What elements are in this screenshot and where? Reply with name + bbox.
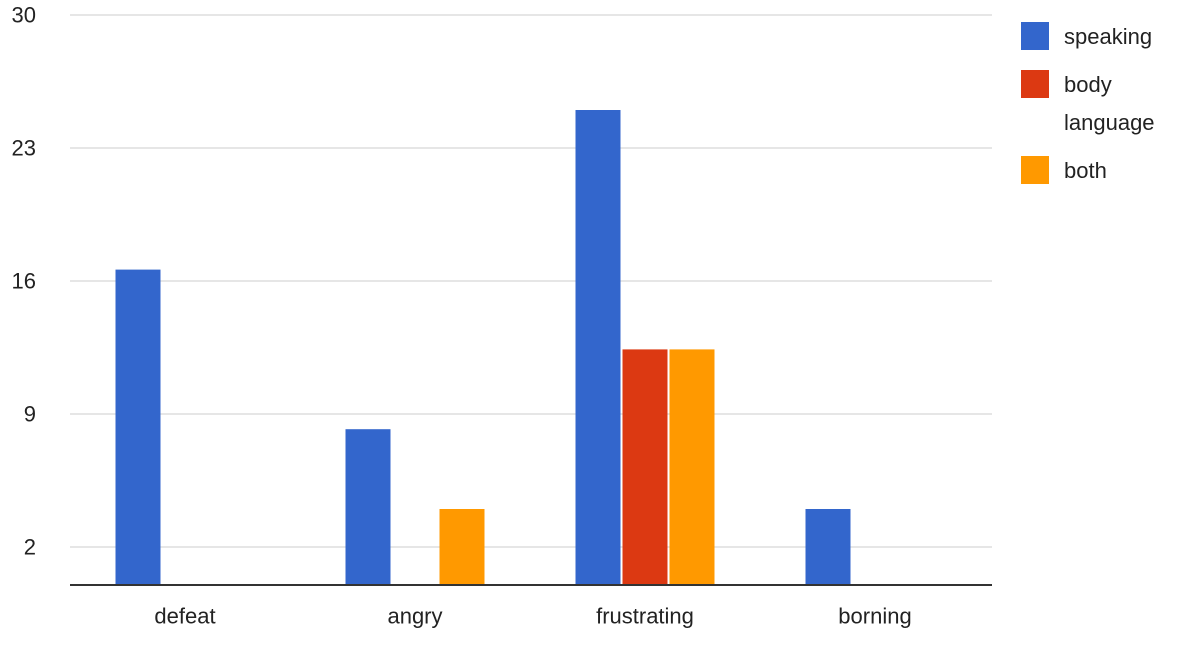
bar-borning-0 [805, 509, 851, 585]
y-tick-label-1: 9 [24, 402, 36, 427]
bars [115, 110, 851, 585]
legend: speaking body language both [1021, 22, 1155, 184]
legend-label-1: body language [1064, 72, 1155, 135]
bar-defeat-0 [115, 269, 161, 585]
x-axis-labels: defeat angry frustrating borning [154, 604, 911, 629]
bar-frustrating-1 [622, 349, 668, 585]
y-tick-label-2: 16 [12, 269, 36, 294]
y-tick-label-4: 30 [12, 3, 36, 28]
x-tick-label-1: angry [387, 604, 442, 629]
legend-item-0: speaking [1021, 22, 1152, 50]
x-tick-label-2: frustrating [596, 604, 694, 629]
legend-swatch-2 [1021, 156, 1049, 184]
y-tick-label-0: 2 [24, 535, 36, 560]
x-tick-label-3: borning [838, 604, 911, 629]
x-tick-label-0: defeat [154, 604, 215, 629]
legend-item-1: body language [1021, 70, 1155, 135]
legend-label-0: speaking [1064, 24, 1152, 49]
legend-item-2: both [1021, 156, 1107, 184]
legend-swatch-1 [1021, 70, 1049, 98]
legend-swatch-0 [1021, 22, 1049, 50]
gridlines [70, 14, 992, 548]
bar-frustrating-2 [669, 349, 715, 585]
bar-angry-0 [345, 429, 391, 585]
legend-label-2: both [1064, 158, 1107, 183]
y-tick-label-3: 23 [12, 136, 36, 161]
y-axis-ticks: 2 9 16 23 30 [12, 3, 36, 560]
bar-frustrating-0 [575, 110, 621, 585]
bar-angry-2 [439, 509, 485, 585]
